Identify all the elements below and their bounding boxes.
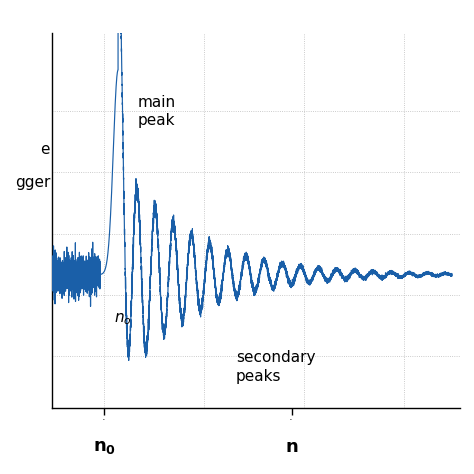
Text: $n_o$: $n_o$ (114, 311, 132, 327)
Text: gger: gger (15, 175, 50, 191)
Text: secondary
peaks: secondary peaks (236, 350, 316, 384)
Text: $\mathbf{n}$: $\mathbf{n}$ (285, 438, 299, 456)
Text: main
peak: main peak (138, 95, 176, 128)
Text: $\mathbf{n_0}$: $\mathbf{n_0}$ (92, 438, 116, 456)
Text: e: e (41, 142, 50, 157)
